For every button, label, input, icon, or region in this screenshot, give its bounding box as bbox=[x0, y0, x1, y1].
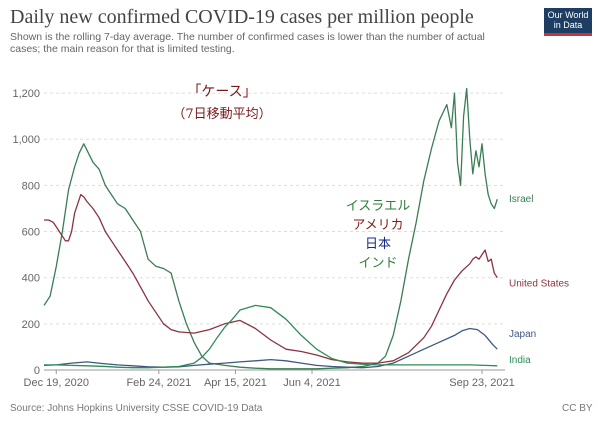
average-annotation: （7日移動平均） bbox=[172, 107, 271, 122]
legend-ja-israel: イスラエル bbox=[346, 199, 411, 214]
y-tick-label: 800 bbox=[22, 180, 40, 192]
chart-title: Daily new confirmed COVID-19 cases per m… bbox=[10, 6, 474, 28]
y-tick-label: 1,000 bbox=[12, 134, 40, 146]
logo-line-2: in Data bbox=[553, 20, 583, 30]
axes: 0 200 400 600 800 1,000 1,200 Dec 19, 2020 Feb 2… bbox=[12, 88, 514, 389]
series-label-united-states: United States bbox=[509, 279, 569, 290]
series-line-japan bbox=[43, 327, 498, 369]
source-note[interactable]: Source: Johns Hopkins University CSSE CO… bbox=[10, 403, 263, 414]
series-label-india: India bbox=[509, 355, 531, 366]
chart-subtitle: Shown is the rolling 7-day average. The … bbox=[10, 31, 485, 55]
legend-ja-india: インド bbox=[358, 256, 397, 271]
y-tick-label: 200 bbox=[22, 319, 40, 331]
japanese-annotations: 「ケース」 （7日移動平均） イスラエル アメリカ 日本 インド bbox=[172, 84, 410, 271]
y-tick-label: 0 bbox=[34, 365, 40, 377]
x-tick-label: Jun 4, 2021 bbox=[283, 377, 341, 389]
y-tick-label: 400 bbox=[22, 273, 40, 285]
cases-annotation: 「ケース」 bbox=[187, 84, 256, 100]
legend-ja-japan: 日本 bbox=[365, 237, 391, 252]
x-tick-label: Feb 24, 2021 bbox=[126, 377, 191, 389]
series-line-united-states bbox=[44, 193, 498, 364]
grid-lines bbox=[44, 92, 505, 371]
y-tick-label: 600 bbox=[22, 227, 40, 239]
logo-accent-bar bbox=[544, 33, 592, 36]
series-label-israel: Israel bbox=[509, 194, 533, 205]
series-labels: Israel United States Japan India bbox=[509, 194, 569, 366]
series-line-india bbox=[44, 304, 498, 369]
y-tick-label: 1,200 bbox=[12, 88, 40, 100]
x-tick-label: Sep 23, 2021 bbox=[449, 377, 514, 389]
license-link[interactable]: CC BY bbox=[562, 403, 593, 414]
legend-ja-usa: アメリカ bbox=[352, 218, 403, 233]
x-tick-label: Apr 15, 2021 bbox=[204, 377, 267, 389]
x-tick-label: Dec 19, 2020 bbox=[24, 377, 89, 389]
owid-logo[interactable]: Our World in Data bbox=[544, 8, 592, 36]
series-label-japan: Japan bbox=[509, 329, 536, 340]
series-lines bbox=[43, 87, 498, 370]
logo-line-1: Our World bbox=[547, 10, 589, 20]
series-line-israel bbox=[43, 87, 498, 370]
